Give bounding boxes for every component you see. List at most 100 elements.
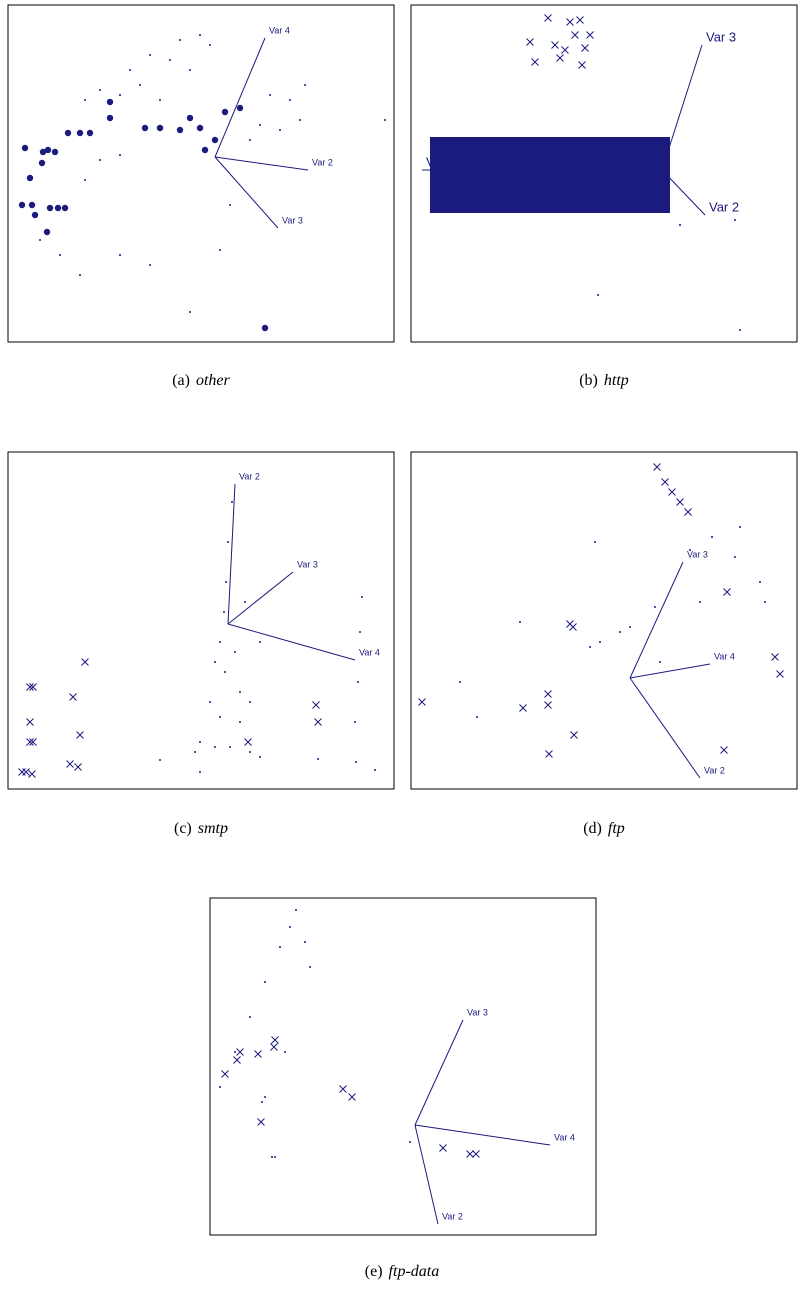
caption-name: http: [604, 372, 629, 389]
point: [229, 746, 231, 748]
point-cluster: [550, 167, 570, 183]
point-cluster: [530, 137, 550, 153]
point: [74, 763, 82, 771]
point: [355, 761, 357, 763]
point: [619, 631, 621, 633]
point: [236, 104, 244, 112]
point: [661, 478, 669, 486]
point: [194, 751, 196, 753]
point: [466, 1150, 474, 1158]
point: [259, 641, 261, 643]
point: [361, 596, 363, 598]
point: [236, 1048, 244, 1056]
point: [739, 329, 741, 331]
point: [59, 254, 61, 256]
panel: Var 3 Var 4 Var 2 (e) ftp-data: [209, 897, 597, 1280]
point: [201, 146, 209, 154]
point: [186, 114, 194, 122]
caption-label: (b): [579, 372, 598, 389]
point: [569, 623, 577, 631]
point: [86, 129, 94, 137]
point-cluster: [530, 152, 550, 168]
point: [734, 219, 736, 221]
caption: (d) ftp: [583, 820, 625, 837]
point-cluster: [510, 182, 530, 198]
point: [348, 1093, 356, 1101]
point: [739, 526, 741, 528]
caption-name: ftp: [608, 820, 625, 837]
point: [249, 751, 251, 753]
point-cluster: [450, 167, 470, 183]
point-cluster: [510, 152, 530, 168]
point-cluster: [650, 197, 670, 213]
point-cluster: [630, 137, 650, 153]
point-cluster: [510, 197, 530, 213]
point: [317, 758, 319, 760]
point: [18, 201, 26, 209]
biplot-vector: [214, 156, 279, 229]
point: [169, 59, 171, 61]
point-cluster: [630, 167, 650, 183]
plot-frame: [7, 451, 395, 790]
point-cluster: [530, 197, 550, 213]
point-cluster: [490, 182, 510, 198]
point: [81, 658, 89, 666]
point: [219, 1086, 221, 1088]
point: [339, 1085, 347, 1093]
caption: (c) smtp: [174, 820, 228, 837]
point-cluster: [570, 197, 590, 213]
point-cluster: [490, 167, 510, 183]
point-cluster: [570, 167, 590, 183]
point: [119, 154, 121, 156]
point: [409, 1141, 411, 1143]
point: [304, 941, 306, 943]
point-cluster: [470, 182, 490, 198]
point: [119, 254, 121, 256]
point-cluster: [550, 152, 570, 168]
plot-frame: [410, 451, 798, 790]
point: [189, 311, 191, 313]
point: [259, 756, 261, 758]
point: [699, 601, 701, 603]
point-cluster: [530, 182, 550, 198]
point-cluster: [590, 137, 610, 153]
vector-label: Var 3: [706, 29, 736, 44]
point: [653, 463, 661, 471]
point: [654, 606, 656, 608]
point: [734, 556, 736, 558]
point: [544, 701, 552, 709]
caption-label: (c): [174, 820, 192, 837]
point: [771, 653, 779, 661]
point: [264, 1096, 266, 1098]
point-cluster: [630, 197, 650, 213]
point: [196, 124, 204, 132]
point: [44, 146, 52, 154]
point: [439, 1144, 447, 1152]
point: [249, 1016, 251, 1018]
point: [38, 159, 46, 167]
point: [239, 691, 241, 693]
point: [39, 148, 47, 156]
point: [99, 159, 101, 161]
point: [64, 129, 72, 137]
point: [684, 508, 692, 516]
point: [84, 99, 86, 101]
point-cluster: [610, 137, 630, 153]
point: [776, 670, 784, 678]
point: [472, 1150, 480, 1158]
point: [28, 201, 36, 209]
caption-name: other: [196, 372, 231, 389]
biplot-vector: [227, 483, 236, 625]
point: [581, 44, 589, 52]
point: [599, 641, 601, 643]
point: [314, 718, 322, 726]
point-cluster: [430, 182, 450, 198]
point: [279, 946, 281, 948]
point: [221, 108, 229, 116]
point-cluster: [570, 137, 590, 153]
point: [76, 731, 84, 739]
biplot-vector: [629, 677, 701, 779]
point: [545, 750, 553, 758]
point-cluster: [430, 197, 450, 213]
point: [231, 501, 233, 503]
